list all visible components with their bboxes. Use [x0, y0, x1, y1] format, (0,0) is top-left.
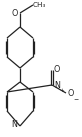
- Text: CH₃: CH₃: [33, 2, 46, 8]
- Text: O: O: [68, 89, 74, 98]
- Text: +: +: [59, 88, 64, 93]
- Text: −: −: [73, 96, 78, 101]
- Text: O: O: [11, 8, 17, 18]
- Text: O: O: [54, 65, 60, 75]
- Text: N: N: [54, 81, 60, 89]
- Text: N: N: [11, 120, 17, 129]
